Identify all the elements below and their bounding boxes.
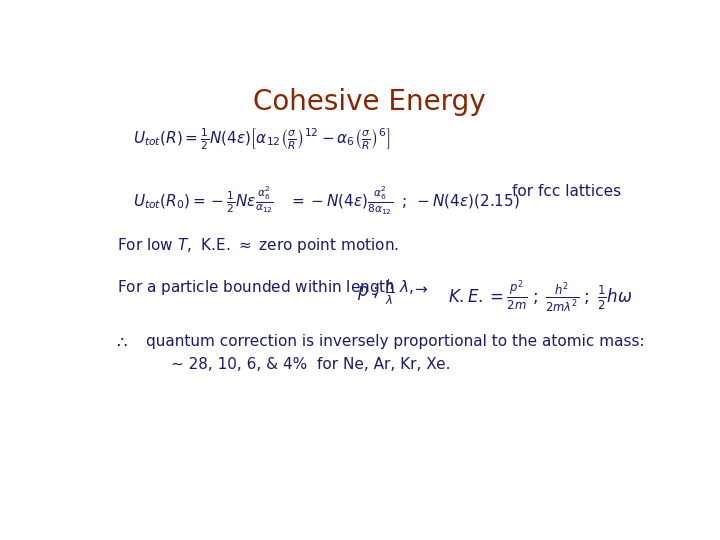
Text: for fcc lattices: for fcc lattices	[513, 184, 621, 199]
Text: $U_{tot}(R) = \frac{1}{2}N(4\varepsilon)\left[\alpha_{12}\left(\frac{\sigma}{R}\: $U_{tot}(R) = \frac{1}{2}N(4\varepsilon)…	[132, 126, 390, 152]
Text: Cohesive Energy: Cohesive Energy	[253, 88, 485, 116]
Text: For a particle bounded within length $\lambda$,: For a particle bounded within length $\l…	[117, 278, 414, 297]
Text: $K.E. = \frac{p^2}{2m} \; ; \; \frac{h^2}{2m\lambda^2} \; ; \; \frac{1}{2}h\omeg: $K.E. = \frac{p^2}{2m} \; ; \; \frac{h^2…	[448, 278, 632, 314]
Text: $\rightarrow$: $\rightarrow$	[412, 281, 428, 296]
Text: quantum correction is inversely proportional to the atomic mass:: quantum correction is inversely proporti…	[145, 334, 644, 349]
Text: $U_{tot}(R_0) = -\frac{1}{2}N\varepsilon\frac{\alpha_6^2}{\alpha_{12}}$$\quad = : $U_{tot}(R_0) = -\frac{1}{2}N\varepsilon…	[132, 184, 520, 217]
Text: ∴: ∴	[117, 334, 127, 352]
Text: $p \; ; \; \frac{h}{\lambda}$: $p \; ; \; \frac{h}{\lambda}$	[357, 278, 395, 307]
Text: ~ 28, 10, 6, & 4%  for Ne, Ar, Kr, Xe.: ~ 28, 10, 6, & 4% for Ne, Ar, Kr, Xe.	[171, 357, 451, 373]
Text: For low $T$,  K.E. $\approx$ zero point motion.: For low $T$, K.E. $\approx$ zero point m…	[117, 236, 399, 255]
